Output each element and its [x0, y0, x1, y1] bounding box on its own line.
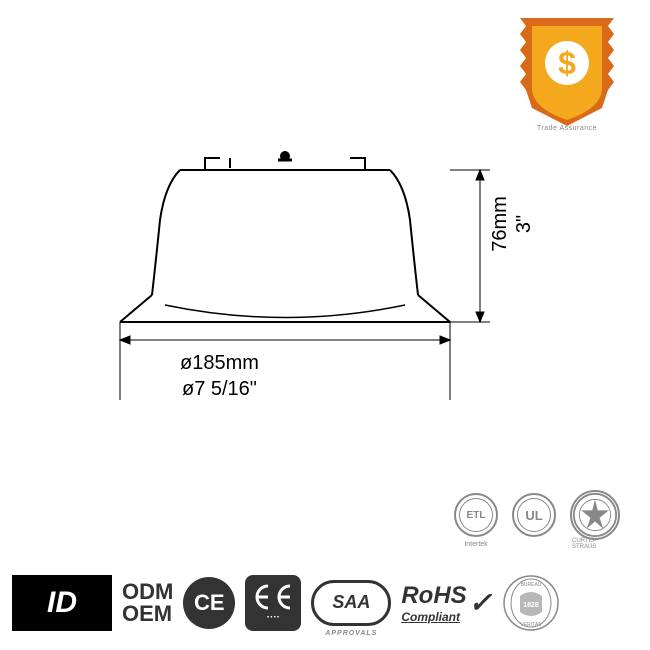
- etl-badge: ETL Intertek: [454, 493, 498, 537]
- mid-cert-row: ETL Intertek UL CURTIS-STRAUS: [454, 490, 620, 540]
- etl-text: ETL: [459, 498, 493, 532]
- saa-badge: SAA APPROVALS: [311, 580, 391, 626]
- diameter-in: ø7 5/16": [180, 376, 259, 402]
- brand-logo: ID: [12, 575, 112, 631]
- check-icon: ✓: [469, 586, 492, 619]
- ul-text: UL: [517, 498, 551, 532]
- footer-cert-bar: ID ODM OEM CE ···· SAA APPROVALS RoHS Co…: [0, 555, 650, 650]
- ce-circle-badge: CE: [183, 577, 235, 629]
- saa-text: SAA: [332, 592, 370, 613]
- shield-icon: $: [512, 8, 622, 138]
- curtis-badge: CURTIS-STRAUS: [570, 490, 620, 540]
- trade-assurance-badge: $ Trade Assurance: [512, 8, 622, 138]
- technical-drawing: [90, 150, 510, 410]
- height-in: 3": [512, 196, 536, 252]
- rohs-badge: RoHS Compliant ✓: [401, 582, 492, 624]
- ce-dots: ····: [267, 612, 280, 623]
- rohs-text: RoHS: [401, 582, 466, 610]
- svg-text:1828: 1828: [523, 602, 539, 609]
- odm-text: ODM: [122, 581, 173, 603]
- dimension-height: 76mm 3": [488, 196, 536, 252]
- dimension-width: ø185mm ø7 5/16": [180, 350, 259, 402]
- svg-text:BUREAU: BUREAU: [521, 582, 542, 588]
- saa-sub: APPROVALS: [325, 630, 377, 637]
- intertek-label: Intertek: [464, 541, 487, 548]
- badge-ribbon-text: Trade Assurance: [537, 125, 597, 132]
- ce-square-badge: ····: [245, 575, 301, 631]
- bureau-veritas-badge: BUREAU VERITAS 1828: [502, 574, 560, 632]
- rohs-sub: Compliant: [401, 610, 466, 624]
- height-mm: 76mm: [488, 196, 512, 252]
- oem-text: OEM: [122, 603, 173, 625]
- ul-badge: UL: [512, 493, 556, 537]
- dollar-symbol: $: [558, 45, 576, 81]
- svg-text:VERITAS: VERITAS: [521, 622, 543, 628]
- odm-oem-label: ODM OEM: [122, 581, 173, 625]
- curtis-label: CURTIS-STRAUS: [572, 538, 618, 550]
- diameter-mm: ø185mm: [180, 350, 259, 376]
